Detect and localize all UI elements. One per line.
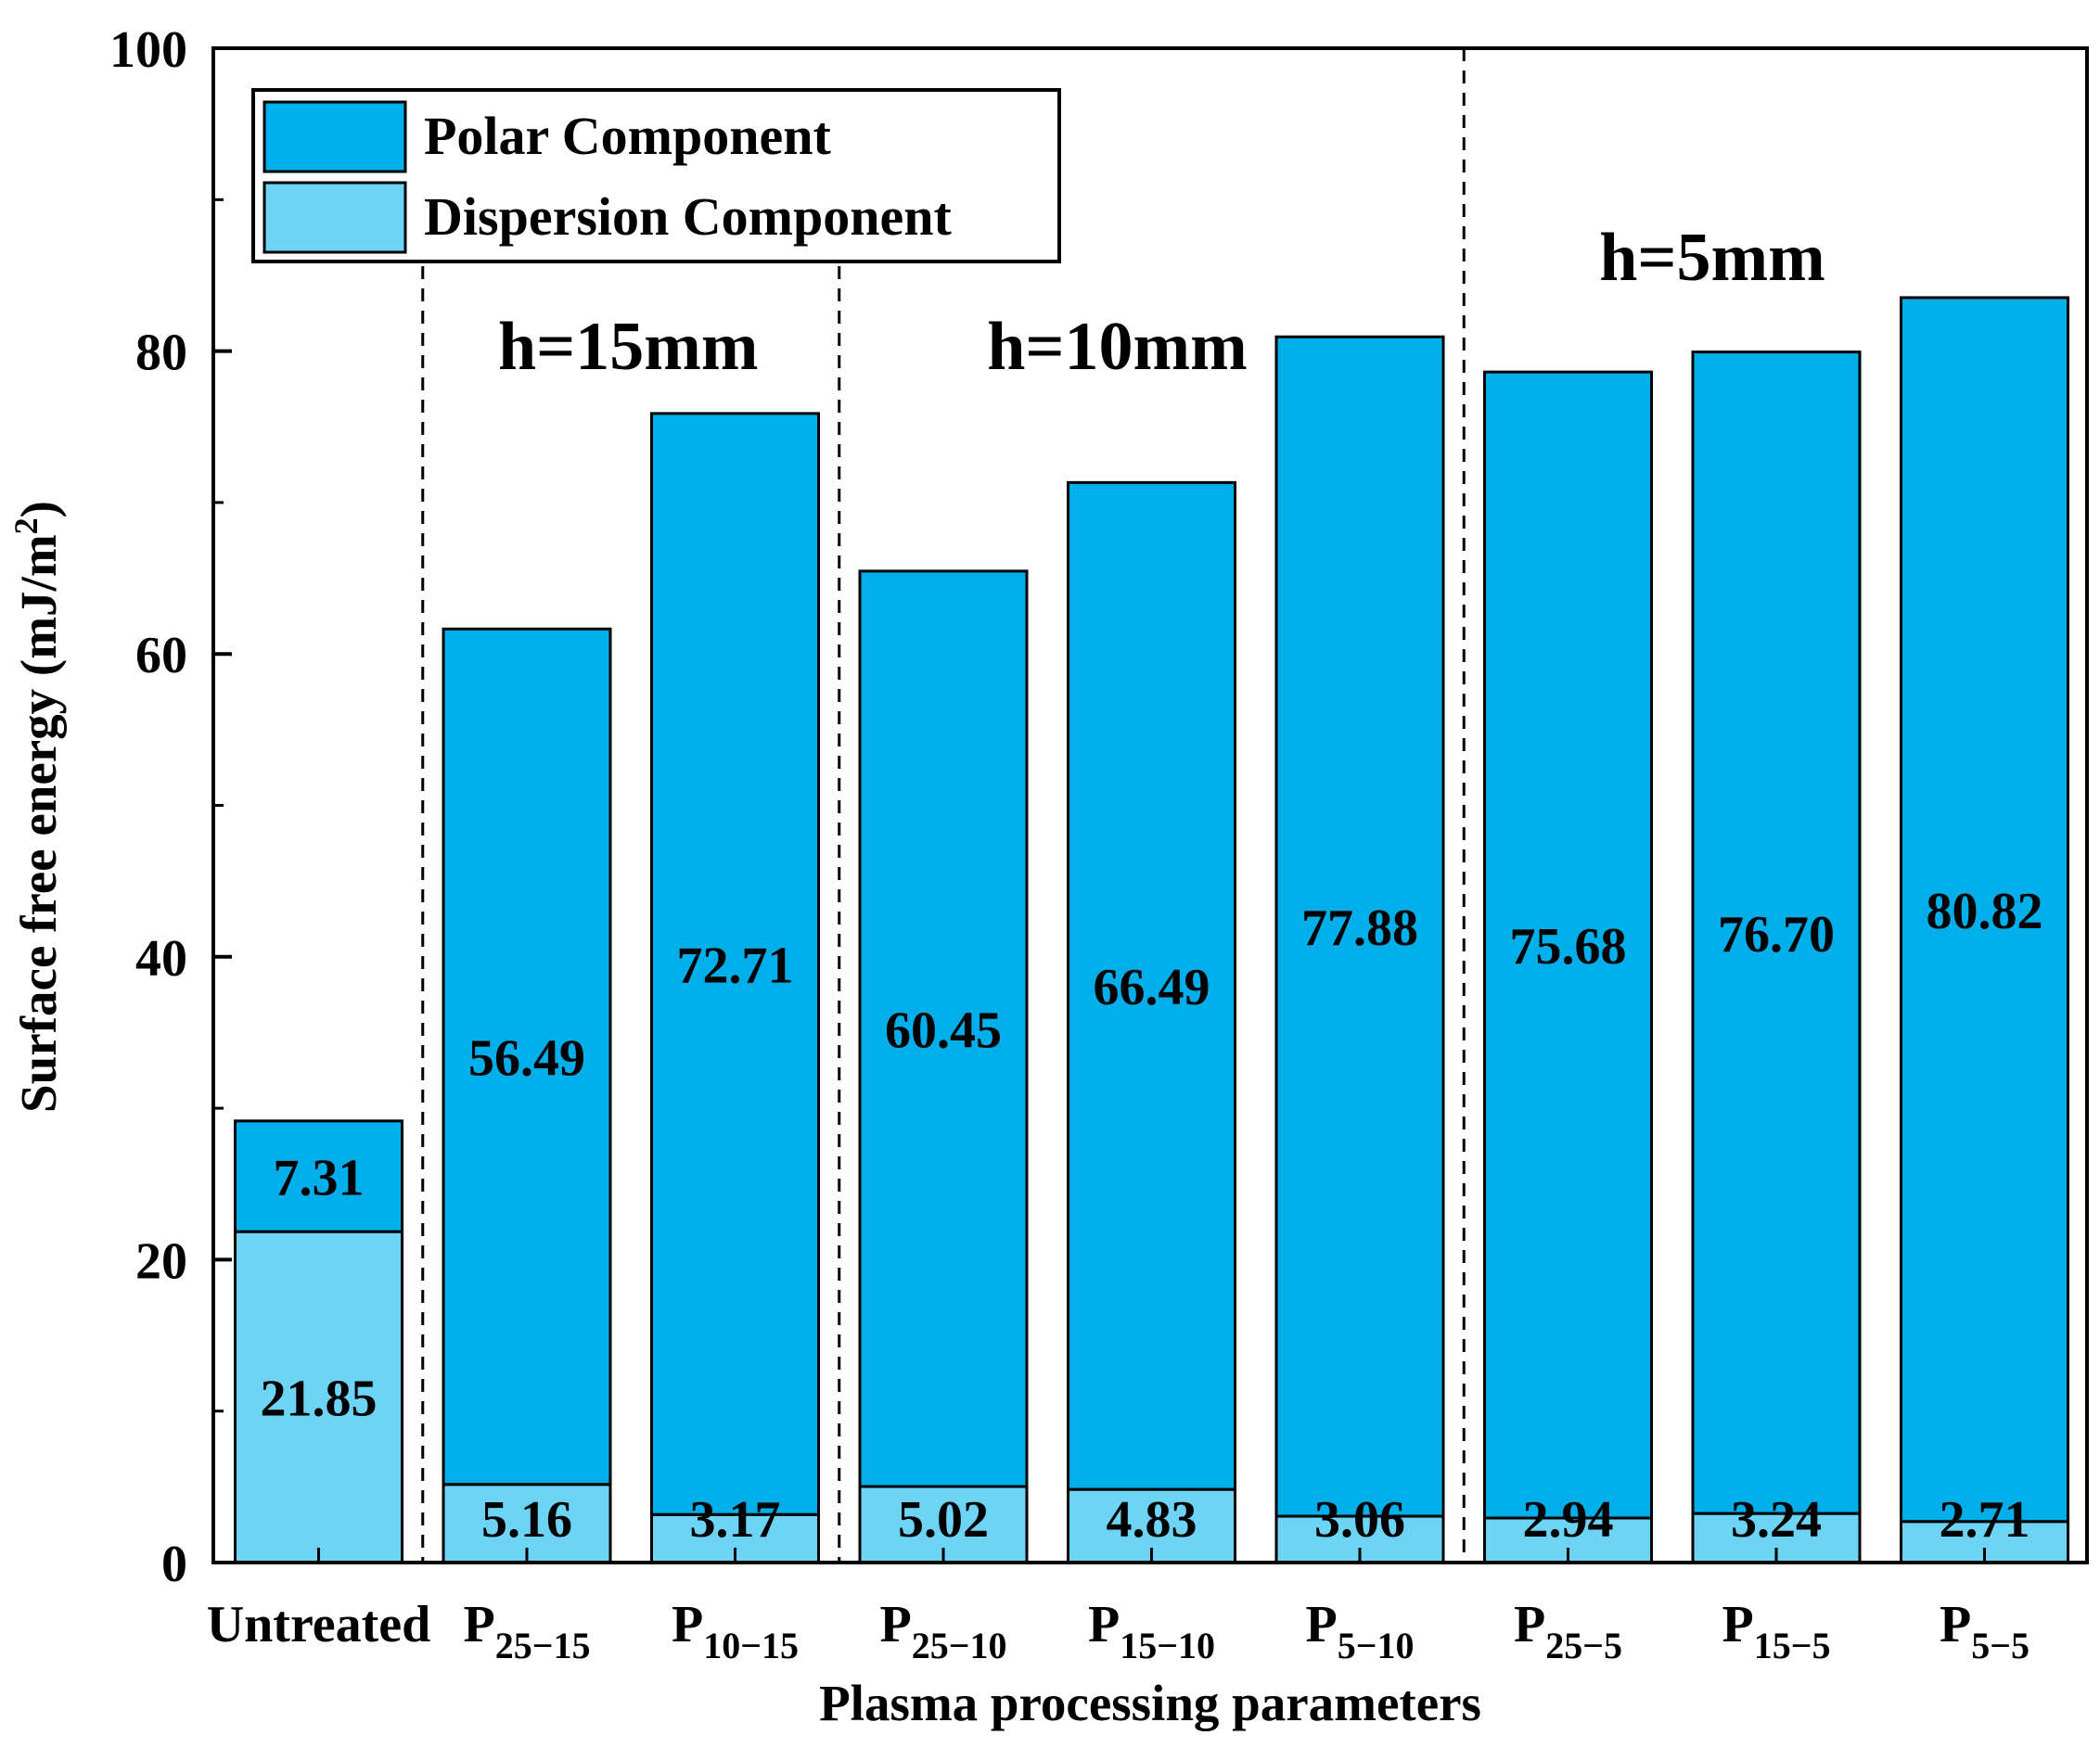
bar-polar-1 [442, 627, 612, 1486]
legend-swatch-1 [262, 181, 407, 254]
data-label-dispersion-7: 3.24 [1731, 1491, 1822, 1549]
x-tick-label-subscript-2: 10−15 [703, 1625, 799, 1666]
bar-polar-8 [1900, 296, 2069, 1524]
y-tick-label-3: 60 [135, 627, 187, 684]
x-tick-label-base-2: P [672, 1596, 703, 1653]
legend-swatch-0 [262, 100, 407, 173]
x-tick-label-base-0: Untreated [207, 1596, 431, 1653]
x-tick-label-base-8: P [1940, 1596, 1971, 1653]
x-tick-label-4: P15−10 [1088, 1596, 1215, 1666]
x-tick-label-base-5: P [1305, 1596, 1337, 1653]
bar-polar-2 [650, 412, 820, 1516]
data-label-dispersion-5: 3.06 [1314, 1491, 1405, 1549]
legend-label-1: Dispersion Component [424, 186, 952, 247]
x-tick-label-base-7: P [1722, 1596, 1753, 1653]
x-tick-label-subscript-3: 25−10 [912, 1625, 1007, 1666]
data-label-polar-2: 72.71 [677, 938, 794, 995]
y-axis-title-superscript: 2 [7, 517, 45, 534]
data-label-polar-0: 7.31 [274, 1150, 365, 1207]
group-annotation-1: h=10mm [987, 309, 1248, 385]
y-tick-label-1: 20 [135, 1232, 187, 1290]
x-tick-label-7: P15−5 [1722, 1596, 1830, 1666]
group-annotation-2: h=5mm [1599, 220, 1825, 296]
x-tick-label-subscript-7: 15−5 [1754, 1625, 1831, 1666]
data-label-dispersion-0: 21.85 [261, 1371, 378, 1428]
data-label-polar-8: 80.82 [1927, 883, 2043, 940]
x-tick-label-base-3: P [879, 1596, 911, 1653]
data-label-polar-5: 77.88 [1301, 900, 1418, 957]
data-label-dispersion-6: 2.94 [1523, 1491, 1614, 1549]
y-tick-label-4: 80 [135, 325, 187, 382]
x-tick-label-base-6: P [1514, 1596, 1545, 1653]
x-tick-label-subscript-6: 25−5 [1545, 1625, 1622, 1666]
y-tick-label-5: 100 [109, 21, 187, 79]
x-tick-label-5: P5−10 [1305, 1596, 1414, 1666]
data-label-dispersion-1: 5.16 [481, 1491, 572, 1549]
x-tick-label-subscript-1: 25−15 [495, 1625, 591, 1666]
x-tick-label-2: P10−15 [672, 1596, 799, 1666]
x-tick-label-base-1: P [463, 1596, 494, 1653]
y-axis-title: Surface free energy (mJ/m2) [7, 501, 67, 1113]
x-tick-label-1: P25−15 [463, 1596, 590, 1666]
data-label-dispersion-4: 4.83 [1107, 1491, 1197, 1549]
bar-polar-5 [1274, 335, 1445, 1518]
data-label-polar-1: 56.49 [468, 1029, 585, 1087]
y-axis-title-close: ) [10, 501, 67, 517]
x-axis-title: Plasma processing parameters [819, 1675, 1481, 1731]
data-label-polar-4: 66.49 [1094, 959, 1210, 1016]
bar-polar-0 [234, 1119, 403, 1233]
bar-polar-7 [1691, 351, 1862, 1515]
bar-polar-6 [1483, 370, 1653, 1520]
data-label-dispersion-8: 2.71 [1940, 1491, 2030, 1549]
data-label-polar-3: 60.45 [885, 1002, 1002, 1059]
bar-polar-4 [1067, 480, 1236, 1491]
bar-polar-3 [858, 569, 1029, 1488]
data-label-polar-6: 75.68 [1510, 918, 1627, 976]
x-tick-label-subscript-8: 5−5 [1971, 1625, 2030, 1666]
y-tick-label-2: 40 [135, 930, 187, 988]
y-tick-label-0: 0 [161, 1536, 187, 1593]
x-tick-label-base-4: P [1088, 1596, 1120, 1653]
data-label-polar-7: 76.70 [1718, 906, 1835, 963]
data-label-dispersion-2: 3.17 [690, 1491, 781, 1549]
x-tick-label-subscript-5: 5−10 [1338, 1625, 1415, 1666]
x-tick-label-8: P5−5 [1940, 1596, 2030, 1666]
x-tick-label-0: Untreated [207, 1596, 431, 1653]
legend-label-0: Polar Component [424, 106, 831, 166]
y-axis-title-main: Surface free energy (mJ/m [10, 534, 67, 1113]
bar-dispersion-0 [234, 1230, 403, 1564]
x-tick-label-3: P25−10 [879, 1596, 1006, 1666]
x-tick-label-6: P25−5 [1514, 1596, 1622, 1666]
data-label-dispersion-3: 5.02 [898, 1491, 989, 1549]
x-tick-label-subscript-4: 15−10 [1120, 1625, 1215, 1666]
group-annotation-0: h=15mm [498, 309, 759, 385]
